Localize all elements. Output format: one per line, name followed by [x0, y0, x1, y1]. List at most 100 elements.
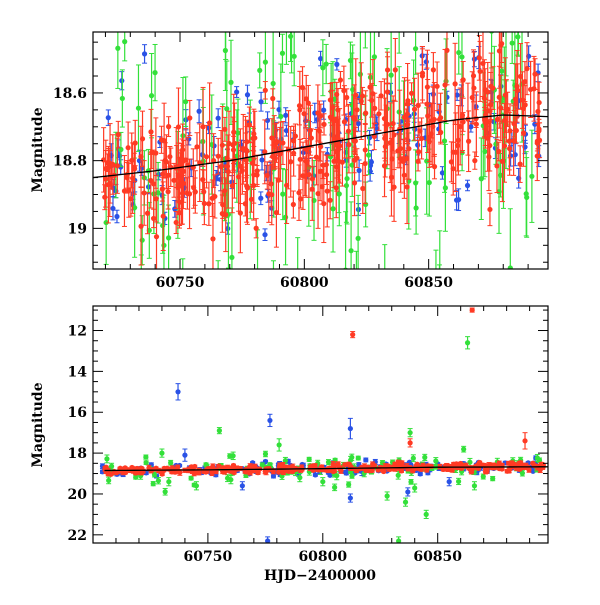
data-point [140, 136, 145, 141]
data-point [168, 460, 173, 465]
data-point [302, 174, 307, 179]
data-point [161, 214, 166, 219]
data-point [136, 106, 141, 111]
data-point [328, 115, 333, 120]
data-point [196, 109, 201, 114]
data-point [482, 149, 487, 154]
data-point [526, 467, 531, 472]
data-point [508, 265, 513, 270]
data-point [488, 102, 493, 107]
data-point [346, 129, 351, 134]
data-point [255, 270, 260, 275]
data-point [174, 220, 179, 225]
x-tick-label: 60850 [404, 275, 453, 291]
data-point [180, 291, 185, 296]
data-point [280, 140, 285, 145]
data-point [206, 201, 211, 206]
data-point [344, 183, 349, 188]
data-point [498, 105, 503, 110]
data-point [106, 478, 111, 483]
data-point [202, 201, 207, 206]
data-point [514, 84, 519, 89]
data-point [422, 455, 427, 460]
data-point [321, 201, 326, 206]
data-point [346, 482, 351, 487]
data-point [349, 473, 354, 478]
data-point [530, 461, 535, 466]
data-point [438, 115, 443, 120]
data-point [259, 157, 264, 162]
x-tick-label: 60800 [280, 275, 329, 291]
data-point [110, 162, 115, 167]
data-point [427, 294, 432, 299]
data-point [479, 176, 484, 181]
data-point [201, 189, 206, 194]
data-point [187, 191, 192, 196]
data-layer [100, 307, 548, 545]
data-point [503, 19, 508, 24]
data-point [116, 132, 121, 137]
data-point [344, 176, 349, 181]
data-point [292, 54, 297, 59]
data-point [269, 192, 274, 197]
data-point [247, 122, 252, 127]
data-point [159, 451, 164, 456]
data-point [366, 152, 371, 157]
data-point [223, 48, 228, 53]
data-point [309, 135, 314, 140]
data-point [405, 98, 410, 103]
data-point [352, 180, 357, 185]
data-point [262, 232, 267, 237]
data-point [110, 206, 115, 211]
data-point [143, 454, 148, 459]
data-point [240, 483, 245, 488]
data-point [152, 70, 157, 75]
data-point [482, 96, 487, 101]
data-point [472, 483, 477, 488]
data-point [442, 138, 447, 143]
data-point [405, 111, 410, 116]
data-point [240, 168, 245, 173]
data-point [142, 51, 147, 56]
data-point [112, 469, 117, 474]
data-point [167, 154, 172, 159]
data-point [164, 159, 169, 164]
data-point [283, 113, 288, 118]
data-point [251, 131, 256, 136]
data-point [461, 447, 466, 452]
data-point [144, 460, 149, 465]
data-point [270, 96, 275, 101]
data-point [283, 215, 288, 220]
data-point [358, 72, 363, 77]
data-point [166, 235, 171, 240]
data-point [228, 80, 233, 85]
data-point [106, 165, 111, 170]
data-point [166, 479, 171, 484]
data-point [142, 190, 147, 195]
data-point [398, 156, 403, 161]
data-point [481, 474, 486, 479]
data-point [298, 426, 303, 431]
data-point [271, 296, 276, 301]
data-point [536, 126, 541, 131]
data-point [126, 285, 131, 290]
data-point [122, 188, 127, 193]
data-point [528, 87, 533, 92]
data-point [289, 10, 294, 15]
data-point [326, 460, 331, 465]
data-point [258, 99, 263, 104]
data-point [273, 156, 278, 161]
data-point [385, 493, 390, 498]
data-point [391, 121, 396, 126]
data-point [225, 164, 230, 169]
data-point [299, 467, 304, 472]
data-point [145, 211, 150, 216]
data-point [363, 457, 368, 462]
data-point [263, 60, 268, 65]
data-point [472, 158, 477, 163]
data-point [424, 512, 429, 517]
data-point [244, 148, 249, 153]
data-point [461, 119, 466, 124]
